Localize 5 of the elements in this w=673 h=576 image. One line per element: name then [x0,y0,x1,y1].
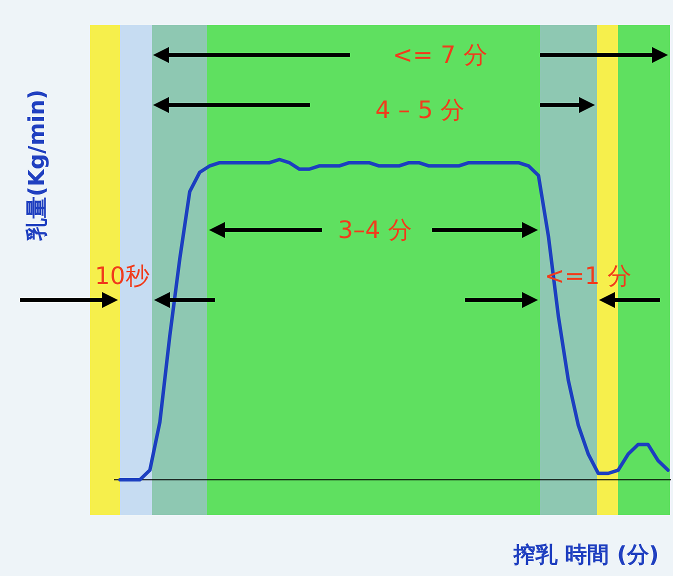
x-axis-title: 搾乳 時間 (分) [514,542,659,570]
annotation: 3–4 分 [338,215,412,246]
text: 4 – 5 分 [375,95,465,126]
text: <= 7 分 [392,40,488,71]
y-axis-title: 乳量(Kg/min) [24,89,51,241]
